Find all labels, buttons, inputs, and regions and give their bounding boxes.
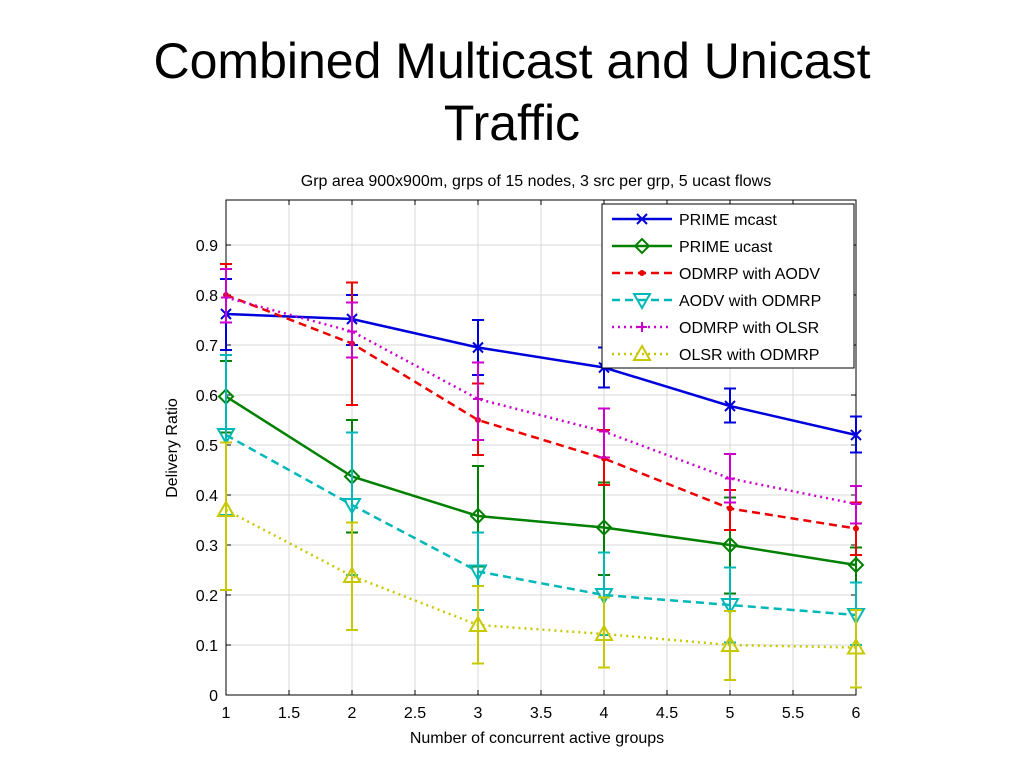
y-tick-label: 0.3	[196, 538, 218, 555]
data-point	[347, 327, 357, 337]
x-tick-label: 2.5	[404, 705, 426, 722]
y-tick-label: 0.2	[196, 588, 218, 605]
data-point	[725, 474, 735, 484]
legend-label: OLSR with ODMRP	[679, 347, 819, 364]
legend-label: ODMRP with OLSR	[679, 320, 819, 337]
x-tick-label: 6	[852, 705, 861, 722]
y-tick-label: 0.8	[196, 288, 218, 305]
plot-area: 1 1.5 2 2.5 3 3.5 4 4.5 5 5.5 6 0 0.1 0.2 0.3 0.4 0.5 0.6…	[196, 200, 864, 722]
x-tick-label: 2	[348, 705, 357, 722]
data-point	[728, 506, 733, 511]
legend-label: PRIME ucast	[679, 239, 773, 256]
x-tick-label: 1.5	[278, 705, 300, 722]
y-tick-label: 0.5	[196, 438, 218, 455]
y-tick-label: 0.4	[196, 488, 218, 505]
legend: PRIME mcast PRIME ucast ODMRP with AODV AOD…	[602, 204, 854, 368]
y-tick-label: 0	[209, 688, 218, 705]
legend-label: AODV with ODMRP	[679, 293, 821, 310]
x-tick-label: 3.5	[530, 705, 552, 722]
y-tick-label: 0.9	[196, 238, 218, 255]
legend-label: ODMRP with AODV	[679, 266, 820, 283]
data-point	[851, 499, 861, 509]
data-point	[854, 526, 859, 531]
y-axis-label: Delivery Ratio	[164, 398, 181, 498]
x-tick-label: 5	[726, 705, 735, 722]
delivery-ratio-chart: Grp area 900x900m, grps of 15 nodes, 3 s…	[0, 0, 1024, 768]
y-tick-label: 0.6	[196, 388, 218, 405]
legend-marker	[640, 271, 645, 276]
legend-label: PRIME mcast	[679, 212, 777, 229]
x-tick-label: 4.5	[656, 705, 678, 722]
data-point	[221, 293, 231, 303]
x-tick-label: 4	[600, 705, 609, 722]
y-tick-label: 0.7	[196, 338, 218, 355]
y-tick-label: 0.1	[196, 638, 218, 655]
x-tick-label: 1	[222, 705, 231, 722]
chart-title: Grp area 900x900m, grps of 15 nodes, 3 s…	[301, 173, 771, 190]
x-tick-label: 5.5	[782, 705, 804, 722]
x-tick-label: 3	[474, 705, 483, 722]
x-axis-label: Number of concurrent active groups	[410, 730, 664, 747]
data-point	[599, 427, 609, 437]
